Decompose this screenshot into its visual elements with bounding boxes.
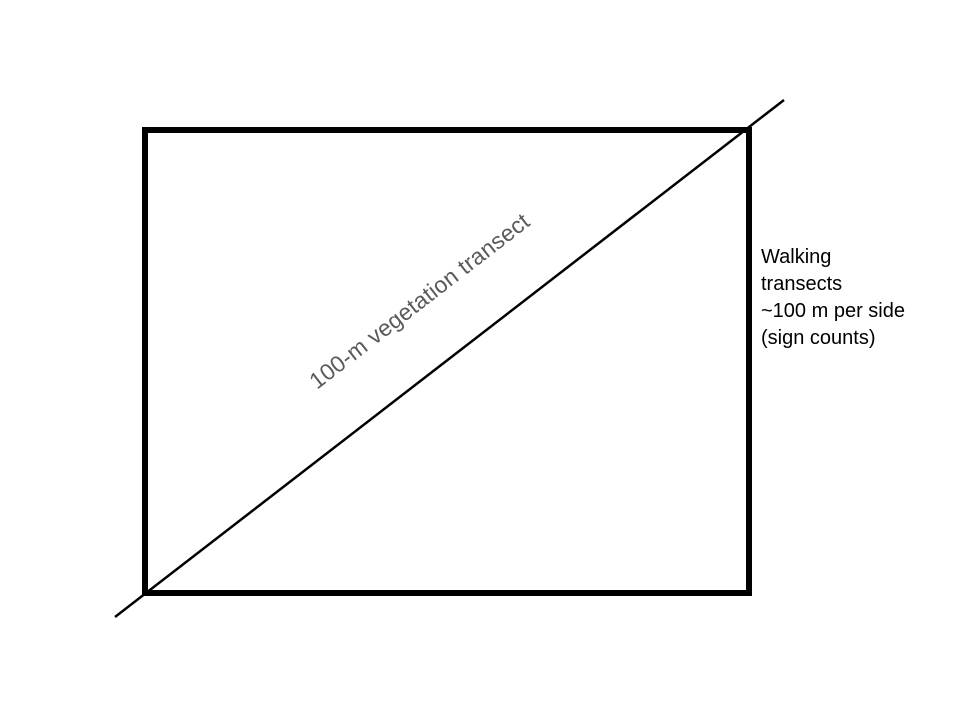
walking-label-line-2: transects: [761, 273, 843, 295]
vegetation-transect-line: [114, 99, 785, 618]
vegetation-transect-label: 100-m vegetation transect: [304, 207, 535, 394]
walking-label-line-4: (sign counts): [761, 327, 876, 349]
walking-label-line-1: Walking: [761, 246, 832, 268]
walking-transects-label: Walking transects ~100 m per side (sign …: [761, 244, 956, 352]
plot-boundary-rectangle: [142, 127, 752, 596]
walking-label-line-3: ~100 m per side: [761, 300, 905, 322]
